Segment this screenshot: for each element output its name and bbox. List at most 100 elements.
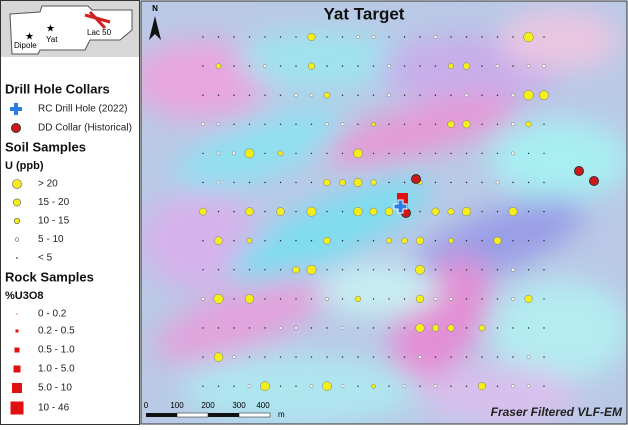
soil-sample <box>216 122 221 127</box>
legend-item: > 20 <box>38 179 58 190</box>
soil-sample <box>264 181 266 184</box>
soil-sample <box>322 381 332 391</box>
soil-sample <box>462 62 471 70</box>
soil-sample <box>233 36 235 38</box>
soil-sample <box>447 120 455 128</box>
soil-sample <box>233 385 235 387</box>
soil-sample <box>371 122 376 127</box>
soil-sample <box>279 65 282 67</box>
soil-sample <box>481 356 483 358</box>
soil-sample <box>356 35 360 39</box>
soil-sample <box>526 355 531 359</box>
soil-sample <box>357 269 359 271</box>
soil-sample <box>264 36 266 38</box>
soil-sample <box>244 148 255 159</box>
legend-symbol <box>15 256 18 259</box>
soil-sample <box>323 91 331 99</box>
soil-sample <box>341 65 344 67</box>
soil-sample <box>341 269 344 271</box>
soil-sample <box>388 298 390 300</box>
soil-sample <box>481 210 483 213</box>
soil-sample <box>526 384 531 389</box>
soil-sample <box>527 327 530 329</box>
soil-sample <box>323 236 331 245</box>
soil-sample <box>233 123 235 126</box>
soil-sample <box>341 152 344 155</box>
soil-sample <box>496 123 499 126</box>
soil-sample <box>511 297 515 301</box>
soil-sample <box>199 207 207 216</box>
soil-sample <box>357 356 359 358</box>
soil-sample <box>512 65 514 67</box>
soil-sample <box>388 123 390 126</box>
soil-sample <box>434 240 437 242</box>
soil-sample <box>419 152 421 155</box>
rc-drill-hole <box>393 199 408 214</box>
scale-label: 100 <box>170 401 184 410</box>
soil-sample <box>248 327 251 329</box>
soil-sample <box>512 181 514 184</box>
soil-sample <box>310 298 313 300</box>
soil-sample <box>465 327 468 329</box>
soil-sample <box>481 298 483 300</box>
legend-item: 5 - 10 <box>38 234 64 245</box>
soil-sample <box>340 384 345 389</box>
soil-sample <box>388 152 390 155</box>
soil-sample <box>202 65 204 67</box>
soil-sample <box>244 294 255 304</box>
legend-heading: Soil Samples <box>5 139 86 154</box>
soil-sample <box>326 152 328 155</box>
soil-sample <box>384 207 394 216</box>
soil-sample <box>465 240 468 242</box>
soil-sample <box>232 355 236 359</box>
soil-sample <box>403 36 406 38</box>
soil-sample <box>233 210 235 213</box>
soil-sample <box>309 93 314 98</box>
legend-item: < 5 <box>38 253 53 264</box>
soil-sample <box>465 385 468 387</box>
soil-sample <box>306 206 317 217</box>
soil-sample <box>415 294 425 304</box>
soil-sample <box>481 269 483 271</box>
soil-sample <box>260 381 270 392</box>
soil-sample <box>371 383 376 389</box>
soil-sample <box>326 356 328 358</box>
soil-sample <box>201 122 205 127</box>
soil-sample <box>462 120 471 129</box>
soil-sample <box>477 382 487 391</box>
soil-sample <box>434 65 437 67</box>
soil-sample <box>214 236 223 245</box>
soil-sample <box>403 181 406 184</box>
soil-sample <box>481 36 483 38</box>
soil-sample <box>216 180 221 185</box>
soil-sample <box>295 385 297 387</box>
soil-sample <box>512 240 514 242</box>
soil-sample <box>481 152 483 155</box>
soil-sample <box>433 35 438 39</box>
soil-sample <box>449 297 453 301</box>
soil-sample <box>202 385 204 387</box>
soil-sample <box>202 356 204 358</box>
soil-sample <box>401 237 408 244</box>
legend-item: 5.0 - 10 <box>38 383 72 394</box>
soil-sample <box>372 152 375 155</box>
soil-sample <box>248 65 251 67</box>
soil-sample <box>461 207 472 217</box>
soil-sample <box>388 269 390 271</box>
soil-sample <box>372 356 375 358</box>
vlf-background <box>141 1 627 424</box>
north-arrow: N <box>149 4 161 40</box>
soil-sample <box>543 356 545 358</box>
soil-sample <box>388 356 390 358</box>
soil-sample <box>434 152 437 155</box>
legend-symbol <box>10 401 24 415</box>
soil-sample <box>357 327 359 329</box>
soil-sample <box>233 65 235 67</box>
soil-sample <box>264 269 266 271</box>
soil-sample <box>357 94 359 96</box>
soil-sample <box>279 94 282 96</box>
soil-sample <box>233 327 235 329</box>
soil-sample <box>450 152 452 155</box>
soil-sample <box>496 36 499 38</box>
